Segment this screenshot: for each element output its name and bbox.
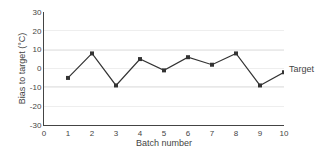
svg-text:9: 9 bbox=[258, 129, 263, 138]
svg-text:Target: Target bbox=[289, 64, 315, 74]
svg-text:10: 10 bbox=[32, 45, 41, 54]
svg-text:1: 1 bbox=[66, 129, 71, 138]
svg-text:5: 5 bbox=[162, 129, 167, 138]
svg-text:7: 7 bbox=[210, 129, 215, 138]
svg-text:8: 8 bbox=[234, 129, 239, 138]
svg-text:6: 6 bbox=[186, 129, 191, 138]
svg-text:2: 2 bbox=[90, 129, 95, 138]
svg-text:-10: -10 bbox=[30, 83, 42, 92]
svg-text:-30: -30 bbox=[30, 121, 42, 130]
svg-text:30: 30 bbox=[32, 8, 41, 17]
svg-text:10: 10 bbox=[280, 129, 289, 138]
svg-text:Batch number: Batch number bbox=[136, 138, 192, 148]
svg-text:4: 4 bbox=[138, 129, 143, 138]
svg-text:-20: -20 bbox=[30, 102, 42, 111]
svg-text:0: 0 bbox=[37, 64, 42, 73]
svg-text:3: 3 bbox=[114, 129, 119, 138]
svg-text:20: 20 bbox=[32, 27, 41, 36]
svg-text:0: 0 bbox=[42, 129, 47, 138]
svg-text:Bias to target (°C): Bias to target (°C) bbox=[17, 33, 27, 105]
